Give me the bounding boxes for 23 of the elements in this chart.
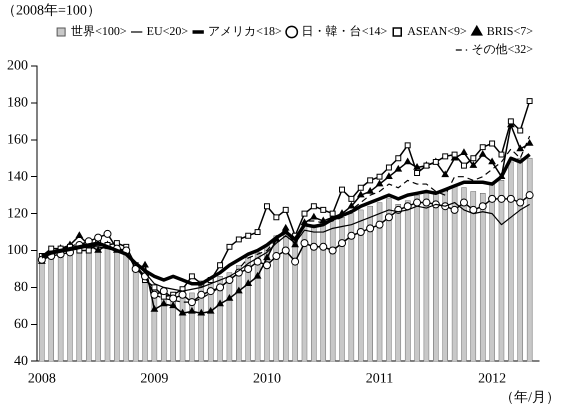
y-tick-label: 200 — [7, 58, 28, 74]
legend-label: ASEAN<9> — [407, 24, 468, 38]
y-tick-label: 180 — [7, 96, 28, 111]
y-tick-label: 60 — [14, 316, 28, 332]
y-axis-title: （2008年=100） — [2, 2, 101, 19]
y-tick-label: 160 — [7, 132, 28, 148]
x-tick-label: 2009 — [140, 371, 168, 386]
x-tick-label: 2011 — [366, 371, 394, 386]
x-tick-label: 2008 — [28, 371, 56, 386]
legend-label: 日・韓・台<14> — [302, 24, 388, 38]
legend-label: 世界<100> — [71, 24, 127, 38]
x-tick-label: 2012 — [478, 371, 506, 386]
x-axis-title: （年/月） — [500, 390, 560, 406]
legend-label: BRIS<7> — [486, 24, 534, 38]
y-tick-label: 80 — [14, 280, 28, 296]
legend-label: アメリカ<18> — [208, 24, 282, 38]
legend-label: EU<20> — [146, 24, 188, 38]
x-tick-label: 2010 — [252, 371, 281, 386]
y-tick-label: 100 — [7, 243, 28, 258]
y-tick-label: 120 — [7, 206, 28, 222]
y-tick-label: 40 — [14, 354, 28, 369]
y-tick-label: 140 — [7, 169, 28, 184]
legend-label: その他<32> — [471, 42, 534, 56]
